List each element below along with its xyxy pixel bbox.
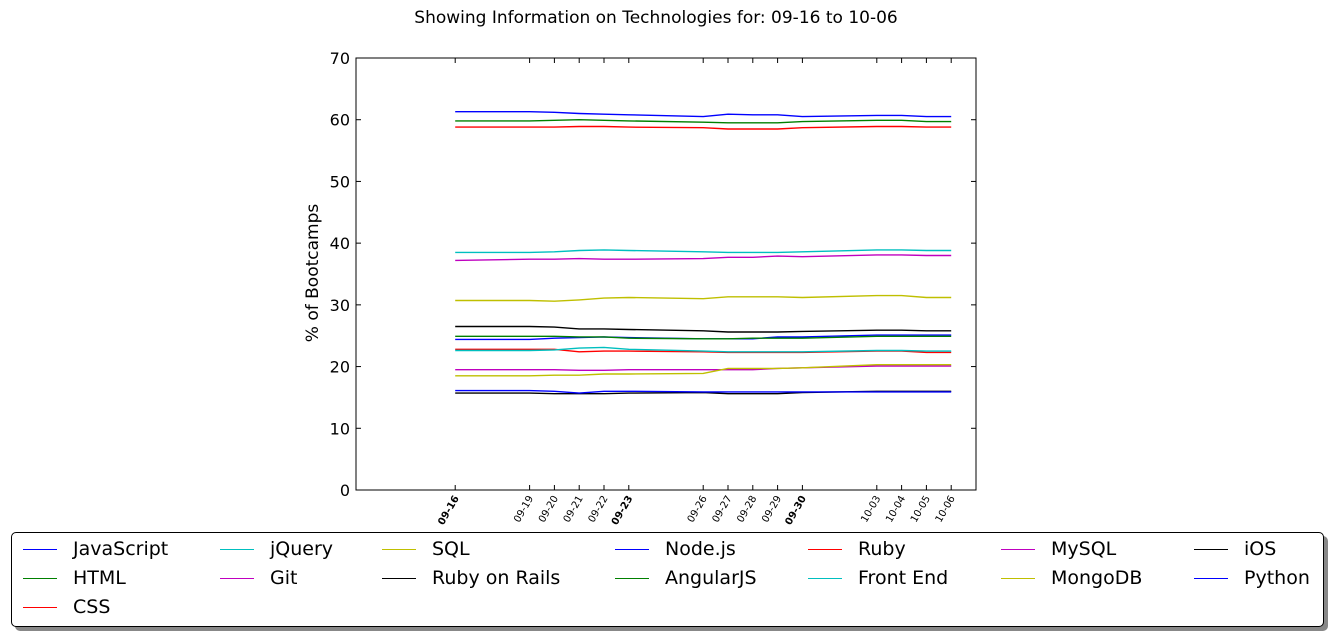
legend-entry: Node.js bbox=[615, 535, 736, 563]
legend-label: jQuery bbox=[270, 538, 334, 560]
x-tick-label: 09-28 bbox=[735, 494, 759, 525]
legend-swatch bbox=[615, 577, 649, 579]
legend-label: Ruby bbox=[858, 538, 906, 560]
y-tick-label: 30 bbox=[330, 296, 350, 315]
series-line-sql bbox=[455, 294, 952, 302]
legend-label: MongoDB bbox=[1051, 567, 1143, 589]
legend-swatch bbox=[1001, 577, 1035, 579]
series-line-css bbox=[455, 125, 952, 130]
x-tick-label: 09-30 bbox=[783, 494, 809, 527]
series-line-ruby-on-rails bbox=[455, 325, 952, 333]
x-tick-label: 09-22 bbox=[587, 494, 611, 525]
legend-label: JavaScript bbox=[73, 538, 169, 560]
legend-swatch bbox=[808, 577, 842, 579]
x-tick-label: 10-06 bbox=[934, 494, 958, 525]
legend-entry: HTML bbox=[23, 564, 126, 592]
x-tick-label: 10-04 bbox=[884, 494, 908, 525]
y-tick-label: 20 bbox=[330, 358, 350, 377]
series-line-jquery bbox=[455, 249, 952, 254]
legend-entry: Git bbox=[220, 564, 297, 592]
legend-label: iOS bbox=[1244, 538, 1277, 560]
legend-swatch bbox=[23, 577, 57, 579]
legend-entry: MySQL bbox=[1001, 535, 1116, 563]
legend-swatch bbox=[1194, 577, 1228, 579]
legend-entry: CSS bbox=[23, 593, 110, 621]
legend-entry: SQL bbox=[382, 535, 470, 563]
plot-frame bbox=[355, 57, 977, 491]
legend-label: SQL bbox=[432, 538, 470, 560]
y-axis-label: % of Bootcamps bbox=[303, 204, 323, 343]
legend-swatch bbox=[23, 548, 57, 550]
series-line-mysql bbox=[455, 365, 952, 371]
x-tick-label: 09-19 bbox=[512, 494, 536, 525]
y-tick-label: 40 bbox=[330, 234, 350, 253]
x-tick-label: 09-29 bbox=[760, 494, 784, 525]
legend-swatch bbox=[615, 548, 649, 550]
legend-entry: JavaScript bbox=[23, 535, 168, 563]
x-tick-label: 09-26 bbox=[686, 494, 710, 525]
series-line-front-end bbox=[455, 346, 952, 353]
legend-entry: MongoDB bbox=[1001, 564, 1142, 592]
legend-label: Python bbox=[1244, 567, 1310, 589]
x-tick-label: 09-21 bbox=[562, 494, 586, 525]
x-tick-label: 10-03 bbox=[859, 494, 883, 525]
chart-title: Showing Information on Technologies for:… bbox=[414, 8, 897, 28]
series-line-html bbox=[455, 118, 952, 124]
y-tick-label: 70 bbox=[330, 49, 350, 68]
plot-area: 0 10 20 30 40 50 60 70 09-16 09-19 09-20 09-21 09-22… bbox=[330, 49, 977, 527]
legend-entry: iOS bbox=[1194, 535, 1276, 563]
legend-label: Ruby on Rails bbox=[432, 567, 561, 589]
series-line-angularjs bbox=[455, 335, 952, 340]
legend-entry: jQuery bbox=[220, 535, 333, 563]
legend-entry: Ruby bbox=[808, 535, 906, 563]
y-tick-label: 0 bbox=[340, 481, 350, 500]
series-line-javascript bbox=[455, 110, 952, 118]
legend-swatch bbox=[23, 606, 57, 608]
legend-label: Git bbox=[270, 567, 298, 589]
legend-swatch bbox=[220, 548, 254, 550]
legend-label: CSS bbox=[73, 596, 111, 618]
legend-swatch bbox=[1001, 548, 1035, 550]
legend-entry: Python bbox=[1194, 564, 1310, 592]
legend-swatch bbox=[220, 577, 254, 579]
legend-swatch bbox=[382, 577, 416, 579]
legend-swatch bbox=[808, 548, 842, 550]
x-tick-label: 09-20 bbox=[537, 494, 561, 525]
y-tick-label: 10 bbox=[330, 419, 350, 438]
legend-label: HTML bbox=[73, 567, 126, 589]
legend-swatch bbox=[382, 548, 416, 550]
legend-swatch bbox=[1194, 548, 1228, 550]
legend-label: MySQL bbox=[1051, 538, 1117, 560]
legend-label: Node.js bbox=[665, 538, 736, 560]
series-line-python bbox=[455, 389, 952, 394]
legend-label: AngularJS bbox=[665, 567, 757, 589]
y-tick-label: 50 bbox=[330, 172, 350, 191]
legend-label: Front End bbox=[858, 567, 949, 589]
series-line-mongodb bbox=[455, 364, 952, 377]
y-tick-label: 60 bbox=[330, 111, 350, 130]
x-tick-label: 09-23 bbox=[610, 494, 636, 527]
x-tick-label: 10-05 bbox=[909, 494, 933, 525]
legend: JavaScript HTML CSS jQuery Git SQL Ruby on Rai… bbox=[11, 532, 1324, 627]
legend-entry: AngularJS bbox=[615, 564, 757, 592]
x-tick-label: 09-27 bbox=[711, 494, 735, 525]
x-tick-label: 09-16 bbox=[436, 494, 462, 527]
legend-entry: Ruby on Rails bbox=[382, 564, 560, 592]
legend-entry: Front End bbox=[808, 564, 948, 592]
series-line-git bbox=[455, 254, 952, 262]
